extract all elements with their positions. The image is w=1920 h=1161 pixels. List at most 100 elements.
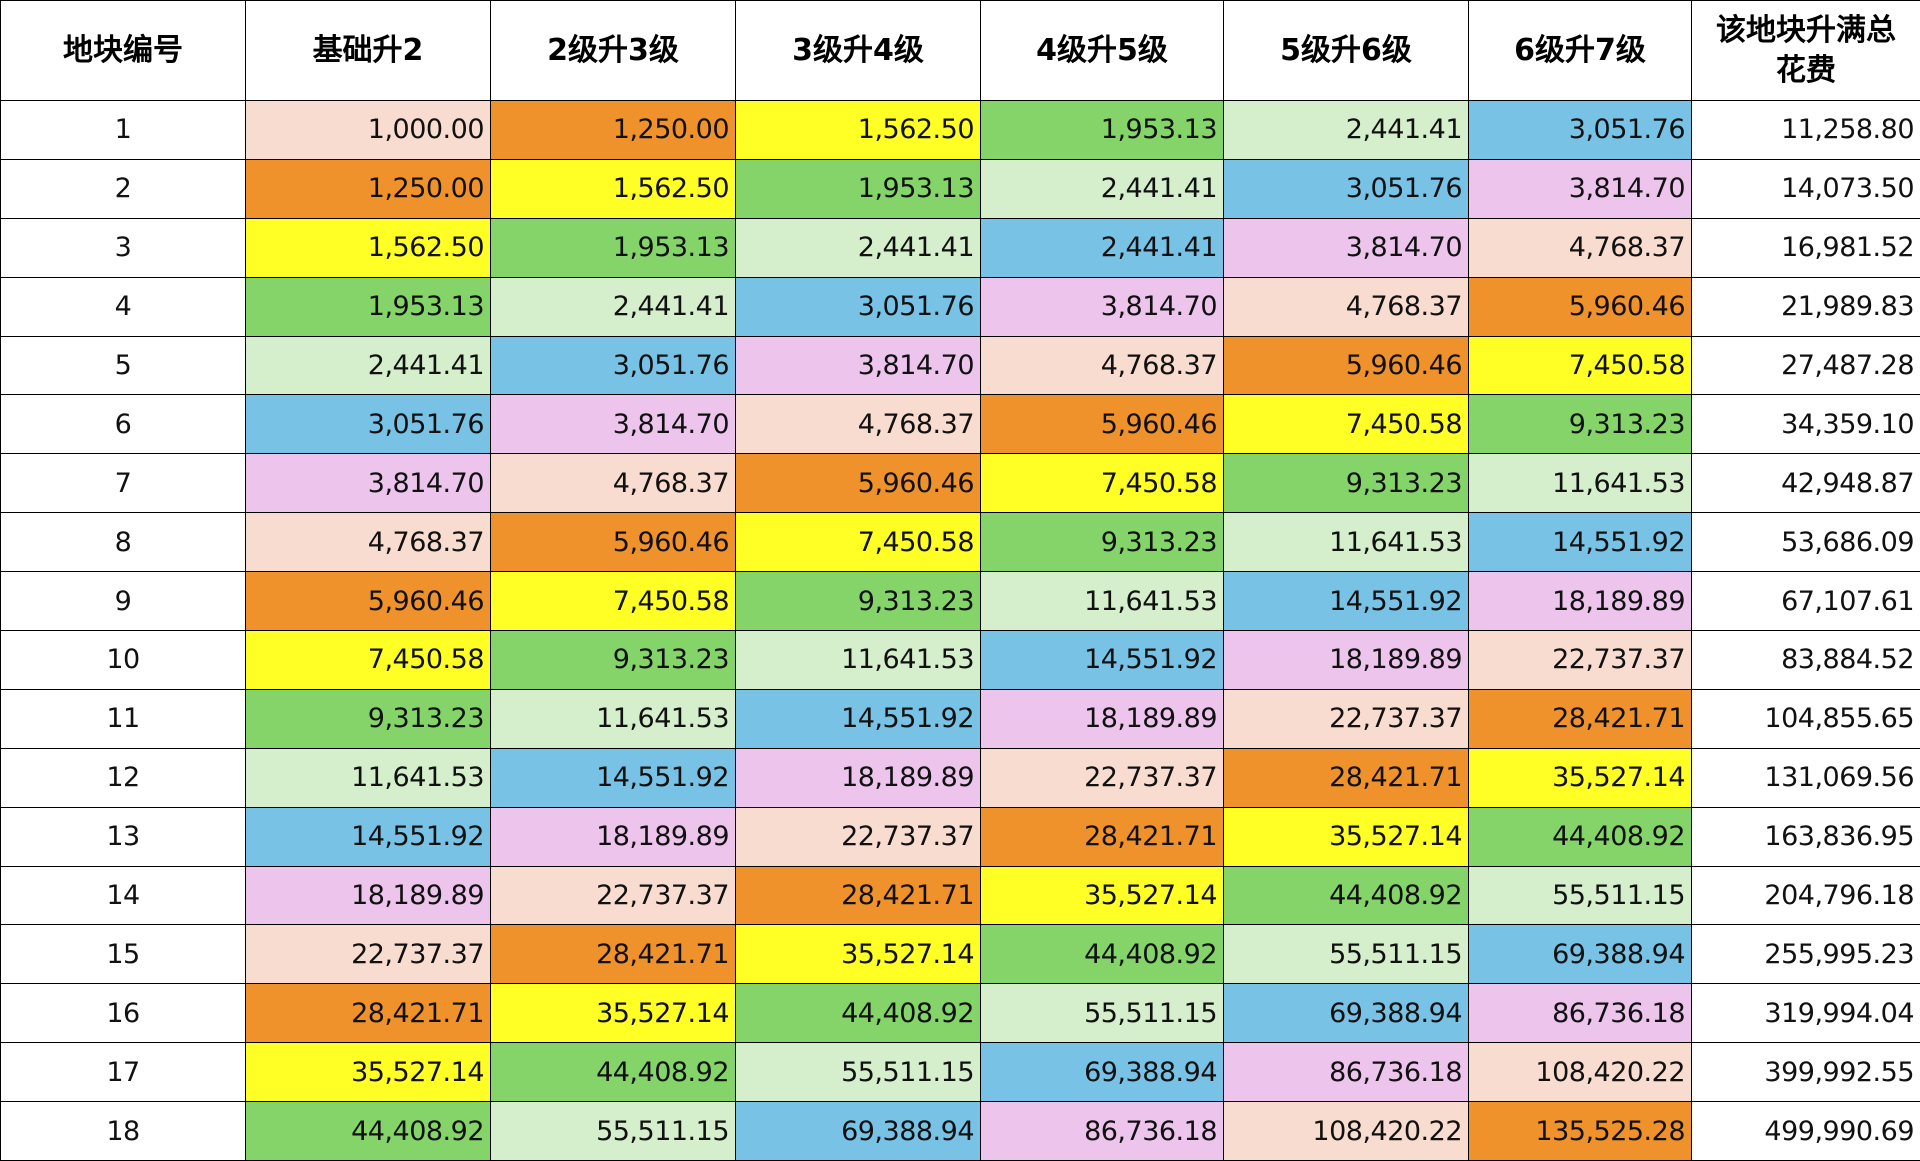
cost-cell: 3,814.70 xyxy=(245,453,491,514)
cost-cell: 69,388.94 xyxy=(735,1101,981,1161)
cost-cell: 69,388.94 xyxy=(1223,983,1469,1044)
cost-cell: 44,408.92 xyxy=(980,924,1224,985)
cost-cell: 4,768.37 xyxy=(1468,217,1692,278)
row-number: 11 xyxy=(0,688,246,749)
cost-cell: 18,189.89 xyxy=(980,688,1224,749)
row-number: 9 xyxy=(0,571,246,632)
table-row: 18 44,408.92 55,511.15 69,388.94 86,736.18 10… xyxy=(0,1101,1920,1161)
cost-cell: 22,737.37 xyxy=(245,924,491,985)
row-number: 6 xyxy=(0,394,246,455)
cost-cell: 28,421.71 xyxy=(1223,747,1469,808)
cost-cell: 22,737.37 xyxy=(1468,630,1692,690)
row-number: 18 xyxy=(0,1101,246,1161)
cost-cell: 1,953.13 xyxy=(980,100,1224,160)
cost-cell: 35,527.14 xyxy=(245,1042,491,1103)
cost-cell: 22,737.37 xyxy=(980,747,1224,808)
cost-cell: 53,686.09 xyxy=(1691,512,1920,573)
header-cell: 6级升7级 xyxy=(1468,0,1692,101)
cost-cell: 35,527.14 xyxy=(1468,747,1692,808)
cost-cell: 3,814.70 xyxy=(1223,217,1469,278)
cost-cell: 11,258.80 xyxy=(1691,100,1920,160)
table-row: 15 22,737.37 28,421.71 35,527.14 44,408.92 55… xyxy=(0,924,1920,985)
cost-cell: 69,388.94 xyxy=(1468,924,1692,985)
cost-cell: 3,051.76 xyxy=(245,394,491,455)
cost-cell: 11,641.53 xyxy=(245,747,491,808)
cost-cell: 9,313.23 xyxy=(980,512,1224,573)
cost-cell: 27,487.28 xyxy=(1691,335,1920,396)
cost-cell: 14,551.92 xyxy=(1468,512,1692,573)
cost-cell: 4,768.37 xyxy=(490,453,736,514)
cost-cell: 11,641.53 xyxy=(1223,512,1469,573)
cost-cell: 3,814.70 xyxy=(1468,158,1692,219)
header-cell: 3级升4级 xyxy=(735,0,981,101)
cost-cell: 2,441.41 xyxy=(735,217,981,278)
row-number: 5 xyxy=(0,335,246,396)
cost-cell: 86,736.18 xyxy=(1468,983,1692,1044)
cost-cell: 3,814.70 xyxy=(980,276,1224,337)
cost-cell: 319,994.04 xyxy=(1691,983,1920,1044)
cost-cell: 18,189.89 xyxy=(490,806,736,867)
cost-cell: 1,250.00 xyxy=(245,158,491,219)
table-body: 1 1,000.00 1,250.00 1,562.50 1,953.13 2,441.4… xyxy=(0,100,1920,1161)
cost-cell: 2,441.41 xyxy=(245,335,491,396)
cost-cell: 108,420.22 xyxy=(1468,1042,1692,1103)
cost-cell: 131,069.56 xyxy=(1691,747,1920,808)
cost-cell: 35,527.14 xyxy=(735,924,981,985)
cost-cell: 44,408.92 xyxy=(490,1042,736,1103)
cost-cell: 1,562.50 xyxy=(735,100,981,160)
cost-cell: 22,737.37 xyxy=(490,865,736,926)
cost-cell: 28,421.71 xyxy=(245,983,491,1044)
table-row: 6 3,051.76 3,814.70 4,768.37 5,960.46 7,450.5… xyxy=(0,394,1920,455)
cost-cell: 11,641.53 xyxy=(980,571,1224,632)
cost-cell: 14,073.50 xyxy=(1691,158,1920,219)
row-number: 3 xyxy=(0,217,246,278)
cost-cell: 4,768.37 xyxy=(245,512,491,573)
cost-cell: 28,421.71 xyxy=(980,806,1224,867)
cost-cell: 7,450.58 xyxy=(1468,335,1692,396)
row-number: 17 xyxy=(0,1042,246,1103)
cost-cell: 3,051.76 xyxy=(1468,100,1692,160)
table-row: 4 1,953.13 2,441.41 3,051.76 3,814.70 4,768.3… xyxy=(0,276,1920,337)
cost-cell: 7,450.58 xyxy=(245,630,491,690)
cost-cell: 5,960.46 xyxy=(1223,335,1469,396)
cost-cell: 1,562.50 xyxy=(245,217,491,278)
cost-cell: 3,051.76 xyxy=(490,335,736,396)
cost-cell: 5,960.46 xyxy=(735,453,981,514)
cost-cell: 1,953.13 xyxy=(490,217,736,278)
cost-cell: 18,189.89 xyxy=(1223,630,1469,690)
cost-cell: 2,441.41 xyxy=(980,158,1224,219)
cost-cell: 42,948.87 xyxy=(1691,453,1920,514)
row-number: 12 xyxy=(0,747,246,808)
cost-cell: 55,511.15 xyxy=(980,983,1224,1044)
cost-cell: 5,960.46 xyxy=(245,571,491,632)
cost-cell: 3,814.70 xyxy=(490,394,736,455)
table-row: 12 11,641.53 14,551.92 18,189.89 22,737.37 28… xyxy=(0,747,1920,808)
cost-cell: 21,989.83 xyxy=(1691,276,1920,337)
cost-cell: 28,421.71 xyxy=(735,865,981,926)
table-row: 11 9,313.23 11,641.53 14,551.92 18,189.89 22,… xyxy=(0,688,1920,749)
cost-cell: 55,511.15 xyxy=(490,1101,736,1161)
table-row: 1 1,000.00 1,250.00 1,562.50 1,953.13 2,441.4… xyxy=(0,100,1920,160)
row-number: 2 xyxy=(0,158,246,219)
cost-cell: 28,421.71 xyxy=(490,924,736,985)
table-row: 8 4,768.37 5,960.46 7,450.58 9,313.23 11,641.… xyxy=(0,512,1920,573)
header-cell: 2级升3级 xyxy=(490,0,736,101)
cost-cell: 28,421.71 xyxy=(1468,688,1692,749)
row-number: 16 xyxy=(0,983,246,1044)
cost-cell: 9,313.23 xyxy=(490,630,736,690)
cost-cell: 35,527.14 xyxy=(1223,806,1469,867)
cost-cell: 18,189.89 xyxy=(735,747,981,808)
table-row: 17 35,527.14 44,408.92 55,511.15 69,388.94 86… xyxy=(0,1042,1920,1103)
header-cell: 4级升5级 xyxy=(980,0,1224,101)
cost-cell: 4,768.37 xyxy=(980,335,1224,396)
cost-cell: 11,641.53 xyxy=(1468,453,1692,514)
cost-cell: 2,441.41 xyxy=(980,217,1224,278)
cost-cell: 1,953.13 xyxy=(735,158,981,219)
cost-cell: 22,737.37 xyxy=(735,806,981,867)
cost-cell: 11,641.53 xyxy=(490,688,736,749)
table-row: 7 3,814.70 4,768.37 5,960.46 7,450.58 9,313.2… xyxy=(0,453,1920,514)
cost-cell: 9,313.23 xyxy=(735,571,981,632)
table-row: 14 18,189.89 22,737.37 28,421.71 35,527.14 44… xyxy=(0,865,1920,926)
